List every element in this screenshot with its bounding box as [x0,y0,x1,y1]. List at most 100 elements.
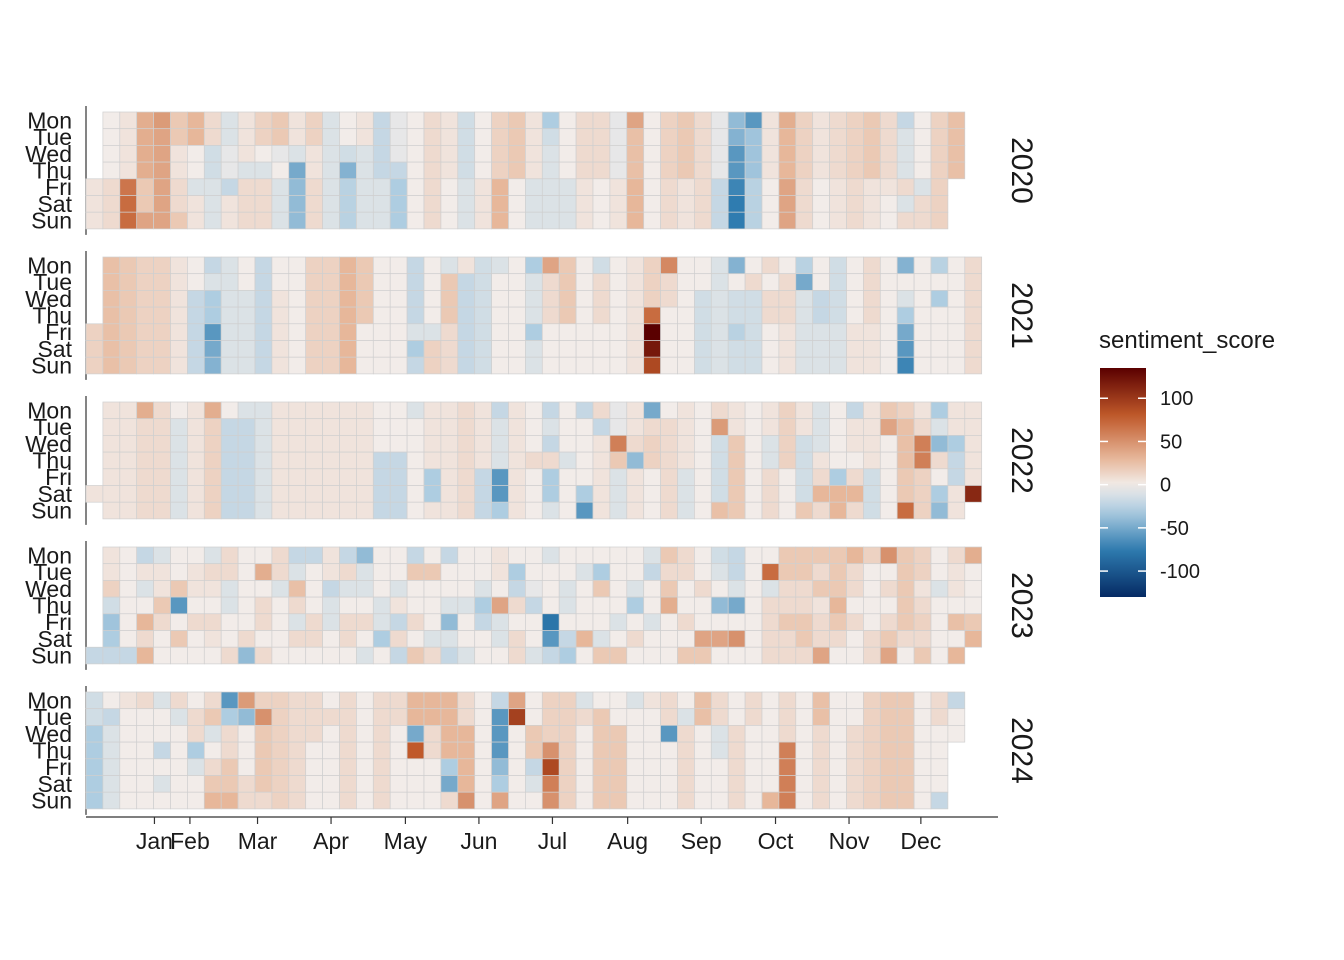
heatmap-cell [778,128,797,146]
heatmap-cell [102,725,121,743]
heatmap-cell [406,451,425,470]
heatmap-cell [913,306,932,325]
heatmap-cell [609,418,628,436]
heatmap-cell [187,725,205,743]
heatmap-cell [203,290,222,308]
heatmap-cell [356,145,374,163]
heatmap-cell [102,145,121,163]
heatmap-cell [694,340,712,358]
heatmap-cell [846,546,864,565]
heatmap-cell [778,401,797,420]
heatmap-cell [305,563,323,581]
heatmap-cell [372,630,391,648]
heatmap-cell [744,256,763,275]
heatmap-cell [525,111,543,130]
heatmap-cell [508,485,526,503]
heatmap-cell [626,485,645,503]
heatmap-cell [744,111,763,130]
heatmap-cell [356,546,374,565]
heatmap-cell [136,791,154,810]
heatmap-cell [237,256,256,275]
heatmap-cell [423,758,442,776]
heatmap-cell [913,356,932,375]
heatmap-cell [491,256,509,275]
heatmap-cell [829,306,847,325]
heatmap-cell [660,111,678,130]
heatmap-cell [609,211,628,230]
heatmap-cell [187,418,205,436]
weekday-label: Tue [33,704,72,730]
heatmap-cell [727,418,746,436]
heatmap-cell [525,758,543,776]
heatmap-cell [339,128,357,146]
heatmap-cell [440,691,459,710]
heatmap-cell [271,741,290,760]
heatmap-cell [288,340,307,358]
heatmap-cell [710,708,729,726]
heatmap-cell [795,613,814,631]
heatmap-cell [677,306,695,325]
heatmap-cell [170,435,188,453]
heatmap-cell [474,451,492,470]
heatmap-cell [744,435,763,453]
heatmap-cell [575,613,594,631]
heatmap-cell [187,791,205,810]
heatmap-cell [525,195,543,213]
heatmap-cell [694,401,712,420]
heatmap-cell [237,401,256,420]
heatmap-cell [254,273,273,291]
heatmap-cell [795,340,814,358]
heatmap-cell [727,630,746,648]
heatmap-cell [440,630,459,648]
heatmap-cell [846,356,864,375]
facet-panels: MonTueWedThuFriSatSun2020MonTueWedThuFri… [25,106,1038,815]
heatmap-cell [389,741,408,760]
heatmap-cell [423,741,442,760]
heatmap-cell [863,356,881,375]
heatmap-cell [643,546,661,565]
heatmap-cell [677,646,695,665]
heatmap-cell [947,161,966,180]
heatmap-cell [964,630,983,648]
heatmap-cell [896,195,915,213]
heatmap-cell [660,758,678,776]
heatmap-cell [339,485,357,503]
heatmap-cell [440,128,459,146]
heatmap-cell [930,630,949,648]
heatmap-cell [778,211,797,230]
heatmap-cell [440,273,459,291]
heatmap-cell [558,596,577,615]
heatmap-cell [288,256,307,275]
heatmap-cell [288,468,307,486]
heatmap-cell [964,401,983,420]
heatmap-cell [170,128,188,146]
heatmap-cell [525,725,543,743]
heatmap-cell [694,546,712,565]
heatmap-cell [609,725,628,743]
heatmap-cell [643,256,661,275]
legend-tick-label: -50 [1160,518,1189,540]
heatmap-cell [389,161,408,180]
heatmap-cell [474,485,492,503]
heatmap-cell [288,211,307,230]
heatmap-cell [660,435,678,453]
heatmap-cell [153,546,171,565]
heatmap-cell [660,775,678,793]
heatmap-cell [491,451,509,470]
heatmap-cell [406,613,425,631]
heatmap-cell [457,306,476,325]
heatmap-cell [778,501,797,520]
heatmap-cell [575,145,594,163]
heatmap-cell [288,178,307,196]
heatmap-cell [170,630,188,648]
heatmap-cell [322,128,340,146]
heatmap-cell [761,418,780,436]
heatmap-cell [863,178,881,196]
heatmap-cell [761,485,780,503]
heatmap-cell [879,273,898,291]
heatmap-cell [119,435,138,453]
heatmap-cell [795,256,814,275]
heatmap-cell [744,501,763,520]
heatmap-cell [744,356,763,375]
heatmap-cell [778,468,797,486]
